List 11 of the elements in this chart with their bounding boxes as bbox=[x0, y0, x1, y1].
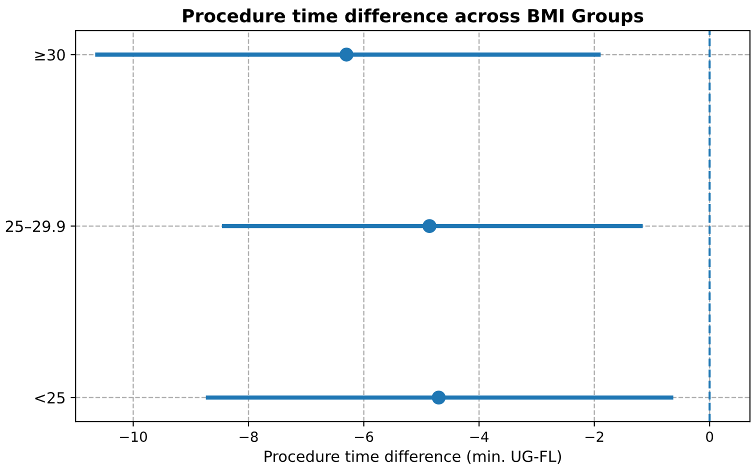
x-tick-label: −6 bbox=[355, 432, 374, 442]
chart-title: Procedure time difference across BMI Groups bbox=[183, 8, 644, 26]
y-tick-label: <25 bbox=[35, 392, 65, 404]
y-tick-label: 25–29.9 bbox=[6, 220, 65, 232]
y-tick-label: ≥30 bbox=[35, 49, 65, 61]
x-tick-label: −10 bbox=[120, 432, 147, 442]
x-tick-label: 0 bbox=[706, 432, 714, 442]
x-axis-title: Procedure time difference (min. UG-FL) bbox=[264, 450, 561, 464]
x-tick-label: −8 bbox=[240, 432, 258, 442]
x-tick-label: −2 bbox=[586, 432, 604, 442]
x-tick-label: −4 bbox=[470, 432, 489, 442]
